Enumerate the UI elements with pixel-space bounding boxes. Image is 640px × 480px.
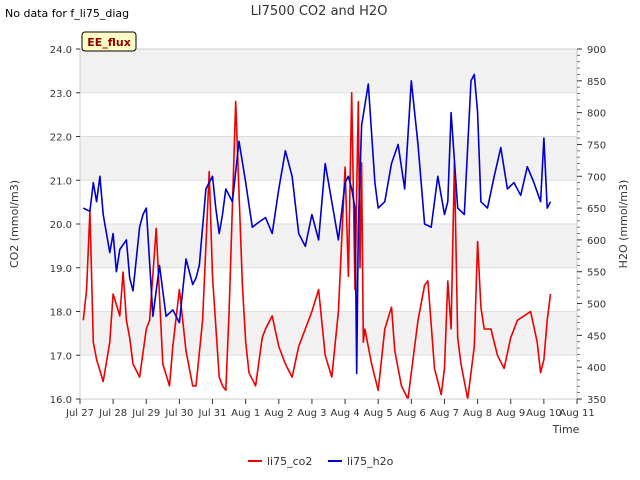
right-tick-label: 750 [587, 140, 606, 151]
x-tick-label: Aug 8 [463, 408, 492, 419]
legend-label-li75_h2o: li75_h2o [347, 455, 394, 468]
x-tick-label: Jul 30 [164, 408, 193, 419]
right-tick-label: 900 [587, 45, 606, 56]
left-tick-label: 16.0 [50, 395, 72, 406]
chart-title: LI7500 CO2 and H2O [251, 4, 388, 19]
x-axis: Jul 27 Jul 28 Jul 29 Jul 30 Jul 31 Aug 1 Aug 2… [65, 399, 595, 419]
right-tick-label: 450 [587, 331, 606, 342]
x-tick-label: Jul 27 [65, 408, 94, 419]
x-tick-label: Aug 11 [559, 408, 594, 419]
right-tick-label: 500 [587, 300, 606, 311]
y-axis-left-label: CO2 (mmol/m3) [8, 180, 21, 268]
x-tick-label: Aug 3 [297, 408, 326, 419]
x-tick-label: Aug 2 [264, 408, 293, 419]
left-tick-label: 21.0 [50, 176, 72, 187]
x-tick-label: Aug 4 [331, 408, 360, 419]
x-tick-label: Jul 29 [131, 408, 160, 419]
right-tick-label: 650 [587, 204, 606, 215]
series-lines [82, 73, 552, 400]
legend-label-li75_co2: li75_co2 [267, 455, 312, 468]
plot-band [80, 224, 577, 268]
x-tick-label: Aug 7 [430, 408, 459, 419]
left-tick-label: 19.0 [50, 264, 72, 275]
legend: li75_co2 li75_h2o [248, 455, 394, 468]
right-tick-label: 600 [587, 236, 606, 247]
right-axis: 350 400 450 500 550 600 650 700 750 800 850 900 [577, 45, 606, 406]
no-data-note: No data for f_li75_diag [5, 7, 130, 20]
ee-flux-badge: EE_flux [81, 31, 137, 52]
plot-bands [80, 49, 577, 356]
left-tick-label: 22.0 [50, 133, 72, 144]
left-tick-label: 24.0 [50, 45, 72, 56]
x-tick-label: Jul 31 [198, 408, 227, 419]
right-tick-label: 700 [587, 172, 606, 183]
left-tick-label: 18.0 [50, 308, 72, 319]
x-tick-label: Aug 6 [397, 408, 426, 419]
y-axis-right-label: H2O (mmol/m3) [617, 180, 630, 269]
ee-flux-badge-label: EE_flux [87, 36, 131, 49]
left-tick-label: 17.0 [50, 351, 72, 362]
left-tick-label: 20.0 [50, 220, 72, 231]
plot-band [80, 311, 577, 356]
right-tick-label: 350 [587, 395, 606, 406]
right-tick-label: 400 [587, 363, 606, 374]
right-tick-label: 850 [587, 77, 606, 88]
left-axis: 16.0 17.0 18.0 19.0 20.0 21.0 22.0 23.0 24.0 [50, 45, 80, 406]
series-line-li75_co2 [82, 92, 552, 400]
plot-band [80, 49, 577, 93]
series-line-li75_h2o [82, 73, 552, 375]
right-tick-label: 550 [587, 268, 606, 279]
right-tick-label: 800 [587, 109, 606, 120]
x-tick-label: Aug 1 [231, 408, 260, 419]
x-tick-label: Aug 9 [496, 408, 525, 419]
x-tick-label: Jul 28 [98, 408, 127, 419]
x-tick-label: Aug 5 [364, 408, 393, 419]
x-tick-label: Aug 10 [526, 408, 561, 419]
left-tick-label: 23.0 [50, 89, 72, 100]
x-axis-label: Time [552, 423, 580, 436]
